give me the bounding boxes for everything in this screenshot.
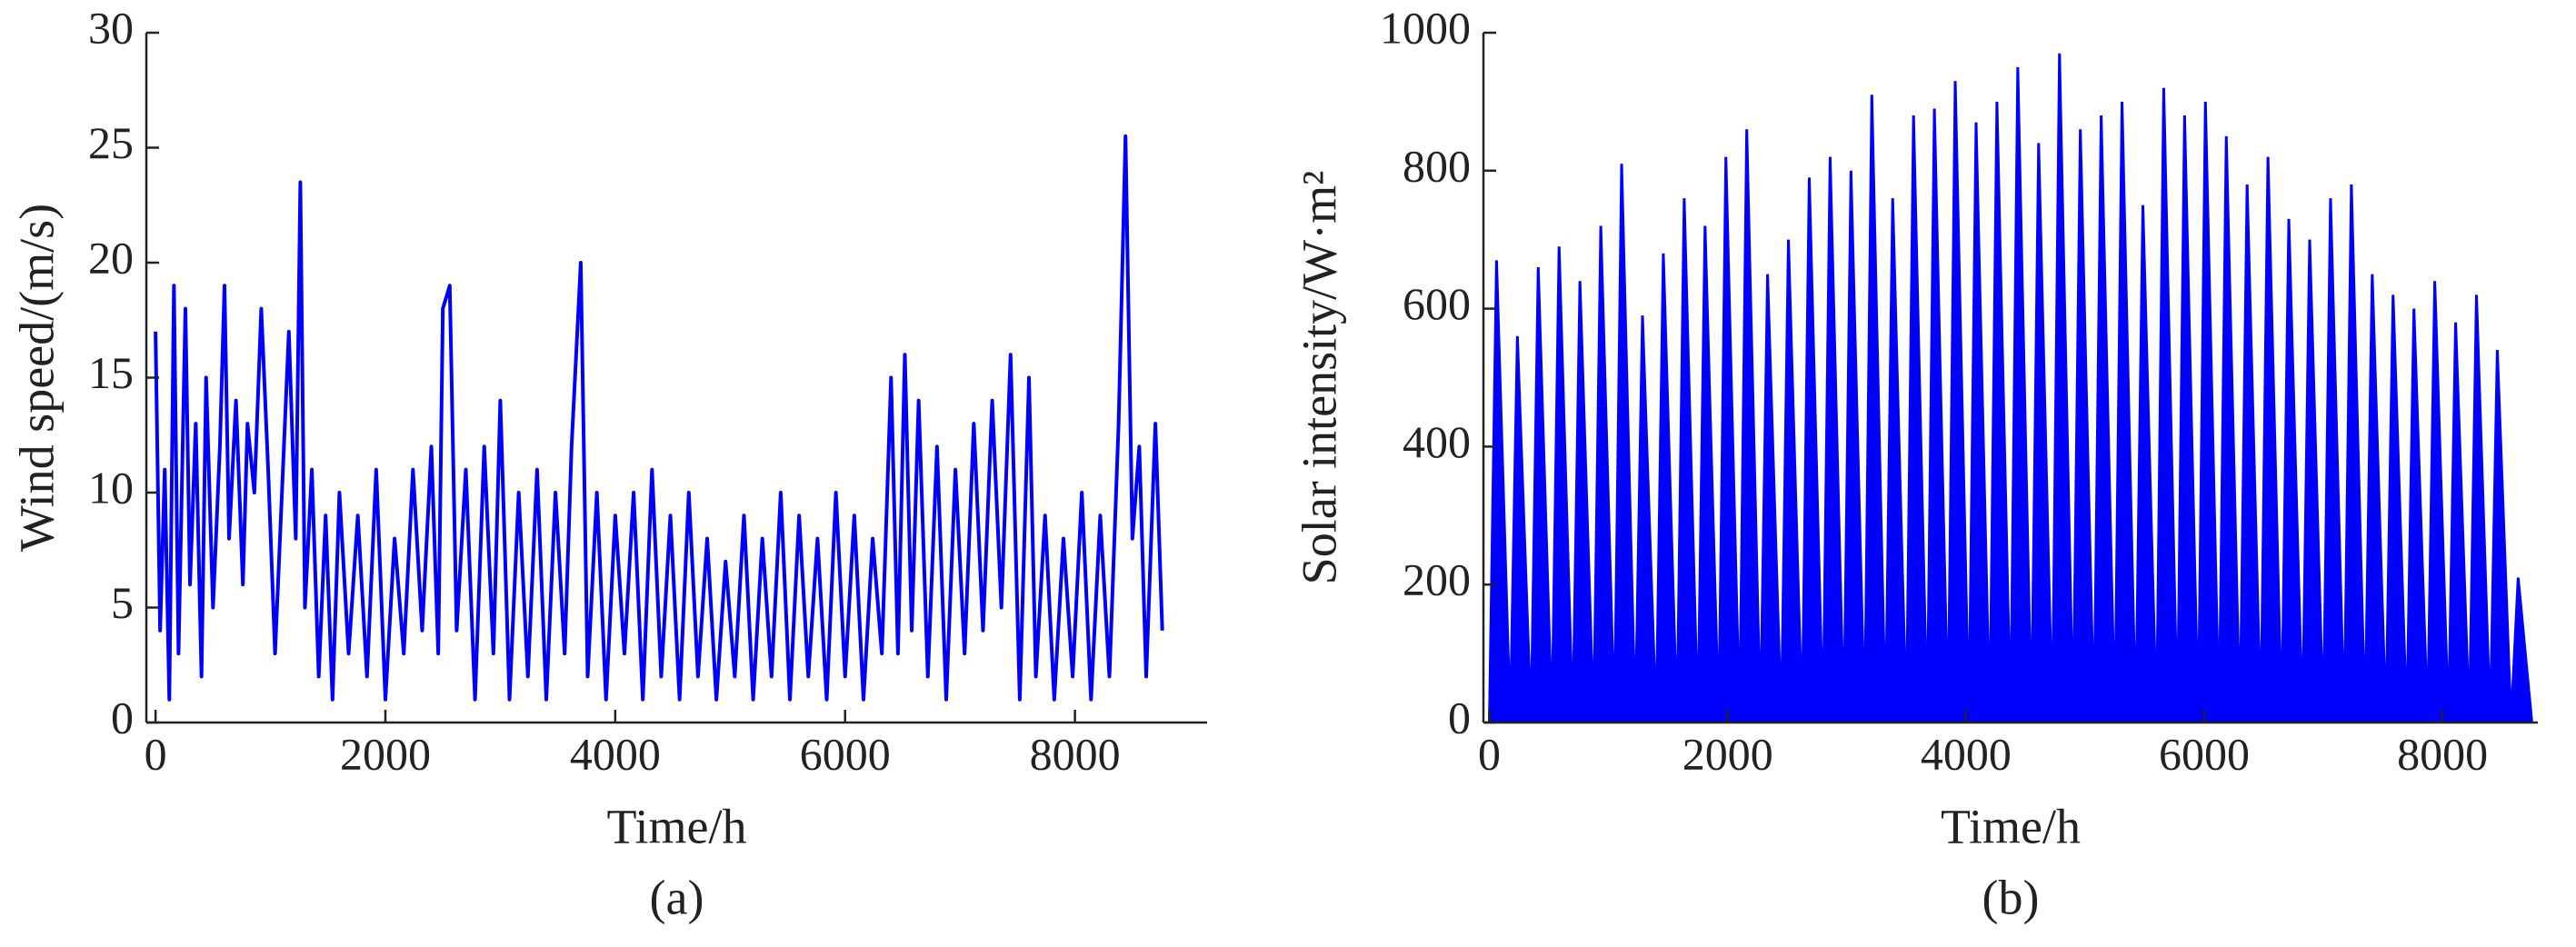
y-tick-label: 1000 [1380, 2, 1471, 53]
x-tick-label: 2000 [1682, 728, 1773, 779]
data-area [1488, 53, 2533, 723]
y-tick-label: 800 [1403, 140, 1471, 191]
x-tick-label: 8000 [2397, 728, 2488, 779]
y-tick-label: 600 [1403, 278, 1471, 329]
y-tick-label: 400 [1403, 416, 1471, 467]
x-tick-label: 6000 [2159, 728, 2250, 779]
x-tick-label: 6000 [800, 728, 891, 779]
x-tick-label: 4000 [570, 728, 661, 779]
x-tick-label: 8000 [1030, 728, 1121, 779]
y-tick-label: 25 [88, 117, 134, 168]
x-tick-label: 0 [1478, 728, 1501, 779]
x-tick-label: 2000 [340, 728, 431, 779]
x-tick-label: 0 [145, 728, 167, 779]
y-tick-label: 20 [88, 232, 134, 283]
caption: (a) [650, 870, 704, 924]
y-tick-label: 10 [88, 462, 134, 513]
y-tick-label: 0 [1448, 692, 1471, 743]
y-tick-label: 5 [111, 577, 134, 628]
x-axis-label: Time/h [606, 799, 746, 853]
y-tick-label: 200 [1403, 554, 1471, 605]
x-tick-label: 4000 [1921, 728, 2012, 779]
y-axis-label: Wind speed/(m/s) [9, 204, 64, 552]
y-axis-label: Solar intensity/W·m² [1292, 171, 1346, 585]
y-tick-label: 15 [88, 347, 134, 398]
data-line [154, 134, 1164, 702]
caption: (b) [1982, 870, 2040, 924]
y-tick-label: 0 [111, 692, 134, 743]
y-tick-label: 30 [88, 2, 134, 53]
x-axis-label: Time/h [1941, 799, 2081, 853]
